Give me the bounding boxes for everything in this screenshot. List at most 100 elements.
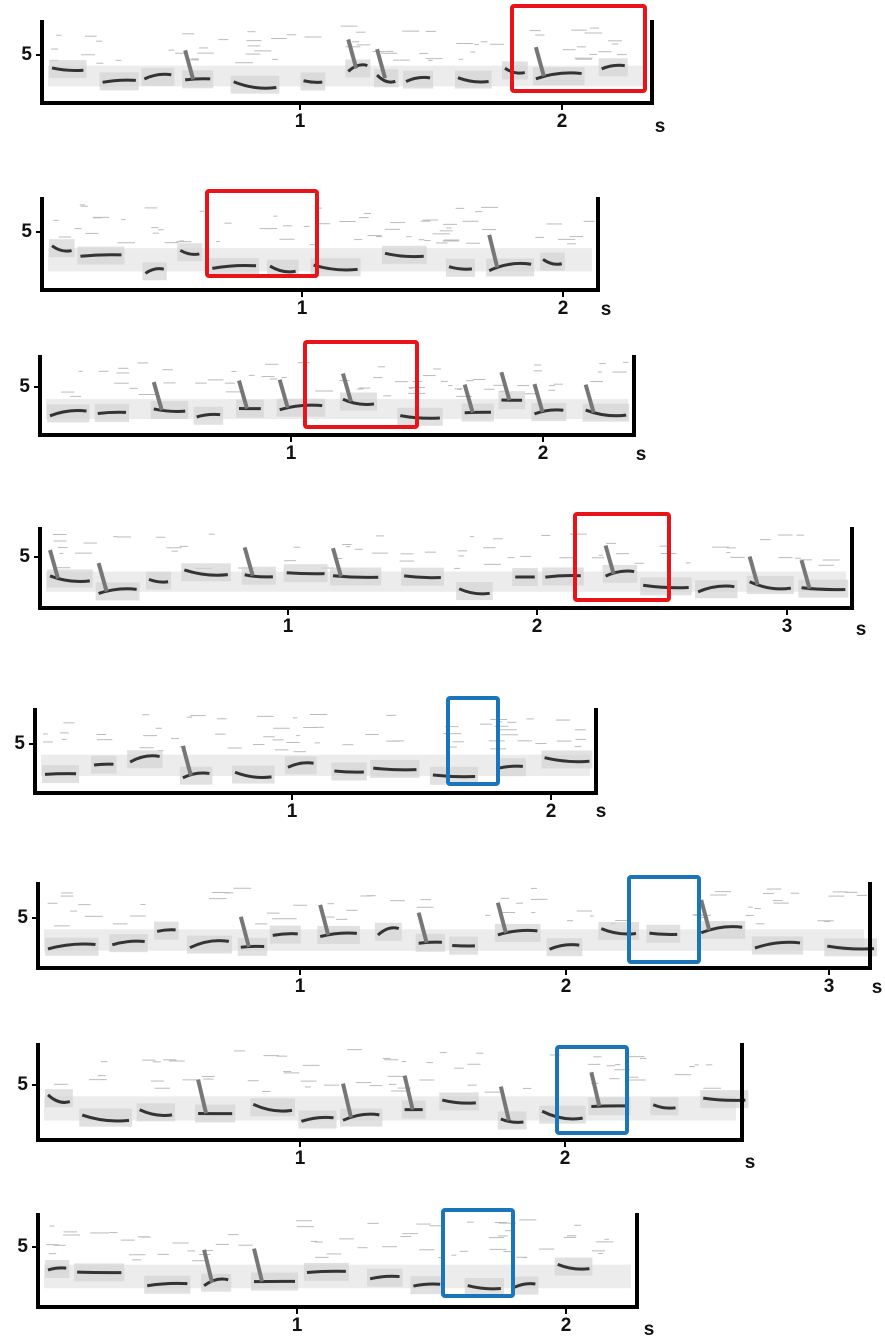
x-unit: s: [745, 1152, 756, 1173]
spectrogram-fuzz: [501, 61, 528, 80]
spectrogram-trace: [457, 76, 489, 84]
spectrogram-sweep: [498, 1086, 511, 1121]
x-tick-label: 1: [295, 111, 306, 132]
y-tick-label: 5: [21, 221, 32, 242]
spectrogram-sweep: [699, 899, 712, 931]
x-tick-label: 2: [532, 616, 543, 637]
spectrogram-trace: [80, 253, 122, 258]
spectrogram-fuzz: [497, 1111, 527, 1130]
spectrogram-fuzz: [345, 59, 371, 78]
spectrogram-sweep: [341, 1083, 353, 1119]
spectrogram-trace: [604, 569, 635, 578]
spectrogram-trace: [467, 1284, 502, 1291]
spectrogram-fuzz: [109, 934, 148, 953]
spectrogram-fuzz: [142, 262, 167, 281]
spectrogram-trace: [498, 764, 523, 770]
spectrogram-sweep: [202, 1249, 215, 1284]
spectrogram-trace: [342, 1112, 380, 1122]
spectrogram-trace: [535, 71, 582, 81]
x-tick-label: 2: [560, 1148, 571, 1169]
spectrogram-trace: [139, 1108, 173, 1117]
y-tick-label: 5: [21, 44, 32, 65]
spectrogram-trace: [533, 408, 564, 416]
spectrogram-trace: [47, 1266, 67, 1272]
spectrogram-sweep: [331, 547, 343, 578]
spectrogram-trace: [347, 63, 368, 73]
spectrogram-trace: [303, 79, 323, 84]
spectrogram-trace: [51, 66, 84, 73]
spectrogram-trace: [203, 1277, 229, 1287]
spectrogram-trace: [300, 1115, 334, 1123]
spectrogram-sweep: [183, 49, 196, 80]
spectrogram-sweep: [747, 556, 760, 586]
spectrogram-trace: [97, 410, 127, 415]
spectrogram-trace: [332, 574, 379, 579]
y-tick-label: 5: [19, 546, 30, 567]
spectrogram-trace: [405, 75, 431, 83]
x-unit: s: [601, 299, 612, 320]
x-tick-label: 1: [283, 616, 294, 637]
spectrogram-fuzz: [546, 938, 583, 957]
highlight-box: [555, 1045, 629, 1135]
spectrogram-trace: [601, 63, 625, 71]
spectrogram-trace: [286, 571, 325, 576]
spectrogram-fuzz: [47, 404, 90, 423]
spectrogram-trace: [458, 587, 490, 596]
spectrogram-panel: 5 1 2 3 s: [17, 875, 882, 998]
spectrogram-trace: [541, 1109, 583, 1121]
x-tick-label: 1: [286, 443, 297, 464]
x-tick-label: 1: [287, 801, 298, 822]
spectrogram-trace: [600, 927, 637, 936]
spectrogram-trace: [342, 397, 375, 407]
spectrogram-trace: [413, 1282, 441, 1288]
spectrogram-trace: [652, 1103, 676, 1110]
spectrogram-fuzz: [374, 922, 402, 941]
spectrogram-sweep: [252, 1248, 264, 1282]
x-unit: s: [596, 801, 607, 822]
spectrogram-fuzz: [374, 69, 399, 88]
x-tick-label: 3: [782, 616, 793, 637]
spectrogram-sweep: [462, 383, 475, 414]
spectrogram-trace: [376, 926, 400, 937]
spectrogram-sweep: [277, 379, 290, 409]
spectrogram-trace: [557, 1262, 590, 1271]
spectrogram-trace: [545, 574, 581, 579]
y-tick-label: 5: [17, 1236, 28, 1257]
spectrogram-trace: [544, 756, 590, 764]
spectrogram-sweep: [196, 1079, 209, 1114]
spectrogram-trace: [375, 74, 396, 84]
spectrogram-sweep: [242, 546, 255, 577]
spectrogram-trace: [233, 80, 277, 90]
spectrogram-trace: [272, 932, 298, 937]
highlight-box: [510, 4, 647, 93]
spectrogram-trace: [111, 939, 145, 947]
y-tick-label: 5: [14, 733, 25, 754]
spectrogram-trace: [464, 410, 491, 415]
spectrogram-panel: 5 1 2 s: [19, 340, 646, 465]
spectrogram-trace: [369, 1274, 400, 1281]
spectrogram-fuzz: [232, 765, 275, 784]
spectrogram-trace: [801, 586, 846, 592]
spectrogram-fuzz: [598, 58, 628, 77]
highlight-box: [446, 696, 500, 786]
x-tick-label: 2: [546, 801, 557, 822]
spectrogram-trace: [184, 77, 211, 82]
spectrogram-fuzz: [284, 756, 317, 775]
spectrogram-trace: [497, 928, 538, 937]
y-tick-label: 5: [19, 376, 30, 397]
highlight-box: [627, 875, 701, 964]
spectrogram-trace: [144, 267, 165, 275]
spectrogram-trace: [156, 928, 176, 933]
spectrogram-trace: [183, 568, 228, 577]
spectrogram-trace: [244, 573, 274, 579]
spectrogram-sweep: [180, 745, 193, 777]
spectrogram-trace: [269, 264, 296, 274]
spectrogram-trace: [287, 761, 314, 769]
spectrogram-trace: [591, 1104, 628, 1108]
spectrogram-trace: [334, 769, 364, 774]
spectrogram-trace: [432, 773, 476, 779]
spectrogram-trace: [147, 1281, 188, 1288]
spectrogram-fuzz: [298, 1110, 337, 1129]
y-tick-label: 5: [17, 1074, 28, 1095]
spectrogram-trace: [513, 1282, 536, 1289]
